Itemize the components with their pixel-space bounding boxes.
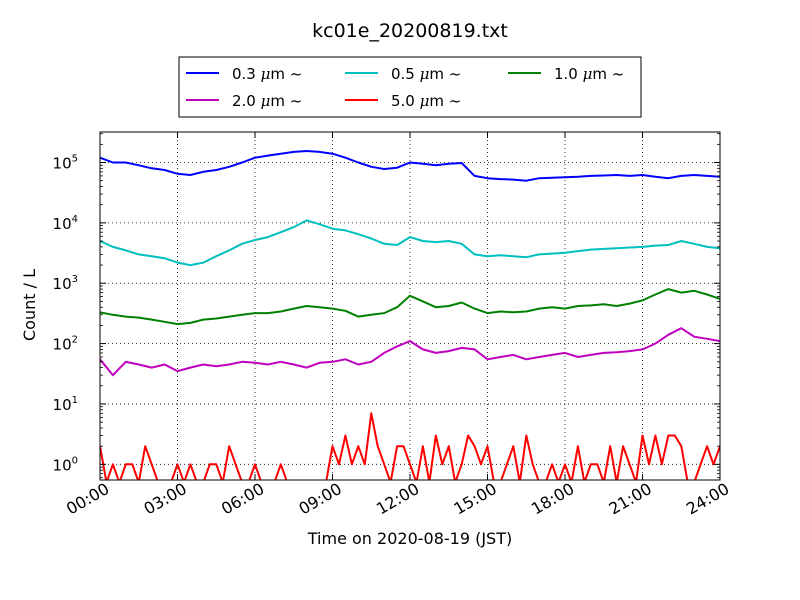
legend-entry-size: 0.3 bbox=[232, 65, 261, 83]
legend-entry-unit: m ~ bbox=[429, 65, 461, 83]
legend-entry-unit: m ~ bbox=[592, 65, 624, 83]
legend-entry-label: 0.5 μm ~ bbox=[391, 65, 461, 83]
series-line-0 bbox=[100, 150, 720, 182]
y-tick-exponent: 4 bbox=[72, 214, 78, 225]
legend: 0.3 μm ~0.5 μm ~1.0 μm ~2.0 μm ~5.0 μm ~ bbox=[178, 56, 642, 118]
axis-ticks bbox=[99, 132, 721, 480]
y-tick-exponent: 2 bbox=[72, 335, 78, 346]
grid-lines bbox=[100, 132, 720, 480]
y-axis-label: Count / L bbox=[20, 269, 39, 341]
legend-entry-mu: μ bbox=[261, 65, 271, 83]
legend-entry-mu: μ bbox=[420, 65, 430, 83]
x-axis-label: Time on 2020-08-19 (JST) bbox=[307, 529, 512, 548]
legend-entry-size: 0.5 bbox=[391, 65, 420, 83]
y-tick-exponent: 1 bbox=[72, 395, 78, 406]
y-tick-exponent: 0 bbox=[72, 455, 78, 466]
series-line-2 bbox=[100, 288, 720, 326]
series-layer bbox=[100, 150, 720, 480]
legend-entry-mu: μ bbox=[420, 92, 430, 110]
legend-entry-unit: m ~ bbox=[429, 92, 461, 110]
series-line-4 bbox=[100, 412, 720, 480]
legend-entry-size: 5.0 bbox=[391, 92, 420, 110]
legend-entry-size: 2.0 bbox=[232, 92, 261, 110]
series-line-1 bbox=[100, 219, 720, 267]
legend-entry-unit: m ~ bbox=[270, 65, 302, 83]
legend-entry-mu: μ bbox=[583, 65, 593, 83]
legend-entry-label: 5.0 μm ~ bbox=[391, 92, 461, 110]
series-line-3 bbox=[100, 327, 720, 377]
legend-frame bbox=[178, 56, 642, 118]
legend-entry-label: 1.0 μm ~ bbox=[554, 65, 624, 83]
y-tick-exponent: 5 bbox=[72, 153, 78, 164]
legend-entry-unit: m ~ bbox=[270, 92, 302, 110]
legend-entry-mu: μ bbox=[261, 92, 271, 110]
legend-entry-size: 1.0 bbox=[554, 65, 583, 83]
chart-title: kc01e_20200819.txt bbox=[312, 20, 508, 42]
y-tick-exponent: 3 bbox=[72, 274, 78, 285]
legend-entry-label: 2.0 μm ~ bbox=[232, 92, 302, 110]
legend-entry-label: 0.3 μm ~ bbox=[232, 65, 302, 83]
